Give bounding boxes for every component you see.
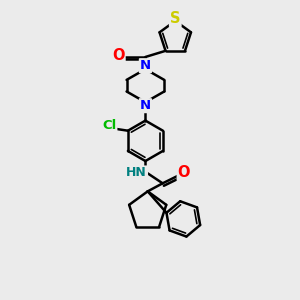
Text: Cl: Cl [102,119,116,132]
Text: N: N [140,99,151,112]
Text: O: O [178,165,190,180]
Text: S: S [170,11,181,26]
Text: HN: HN [126,167,147,179]
Text: N: N [140,59,151,72]
Text: O: O [112,48,124,63]
